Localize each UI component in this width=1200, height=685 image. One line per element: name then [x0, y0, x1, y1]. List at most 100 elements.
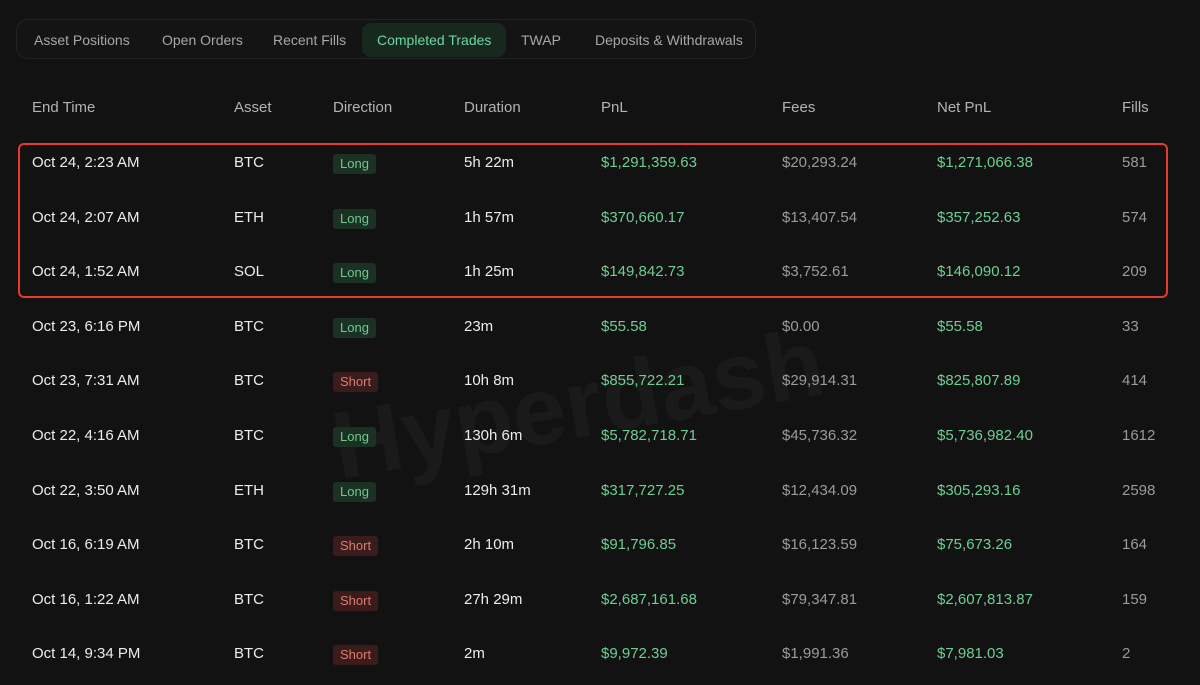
table-row[interactable]: Oct 16, 6:19 AM BTC Short 2h 10m $91,796.85 $… — [0, 518, 1200, 572]
direction-badge: Short — [333, 590, 379, 611]
table-row[interactable]: Oct 24, 2:07 AM ETH Long 1h 57m $370,660.17 $… — [0, 191, 1200, 245]
cell-end-time: Oct 22, 4:16 AM — [32, 427, 140, 444]
cell-pnl: $5,782,718.71 — [601, 427, 697, 444]
cell-net-pnl: $825,807.89 — [937, 372, 1021, 390]
cell-end-time: Oct 24, 2:07 AM — [32, 208, 140, 226]
cell-duration: 130h 6m — [464, 427, 523, 444]
direction-badge: Short — [333, 645, 379, 666]
table-row[interactable]: Oct 22, 4:16 AM BTC Long 130h 6m $5,782,718.… — [0, 409, 1200, 463]
cell-fills: 164 — [1122, 536, 1148, 554]
cell-fees: $45,736.32 — [782, 427, 858, 444]
direction-badge: Long — [333, 427, 376, 447]
tab-recent-fills[interactable]: Recent Fills — [273, 32, 347, 48]
cell-fills: 1612 — [1122, 427, 1156, 444]
cell-fees: $13,407.54 — [782, 208, 858, 226]
direction-badge: Long — [333, 208, 376, 229]
cell-pnl: $370,660.17 — [601, 208, 685, 226]
cell-fees: $12,434.09 — [782, 481, 858, 499]
table-row[interactable]: Oct 16, 1:22 AM BTC Short 27h 29m $2,687,161… — [0, 573, 1200, 627]
header-end-time[interactable]: End Time — [32, 99, 96, 116]
cell-asset: SOL — [234, 263, 265, 281]
cell-end-time: Oct 14, 9:34 PM — [32, 645, 141, 663]
tab-twap[interactable]: TWAP — [521, 32, 561, 48]
cell-fees: $20,293.24 — [782, 154, 858, 171]
cell-fills: 2 — [1122, 645, 1131, 663]
cell-pnl: $317,727.25 — [601, 481, 685, 499]
cell-asset: BTC — [234, 590, 264, 608]
cell-asset: ETH — [234, 481, 264, 499]
cell-fees: $0.00 — [782, 317, 820, 335]
table-row[interactable]: Oct 22, 3:50 AM ETH Long 129h 31m $317,727.2… — [0, 464, 1200, 518]
cell-net-pnl: $75,673.26 — [937, 536, 1013, 554]
cell-pnl: $9,972.39 — [601, 645, 668, 663]
cell-duration: 129h 31m — [464, 481, 531, 499]
cell-end-time: Oct 23, 7:31 AM — [32, 372, 140, 390]
cell-net-pnl: $55.58 — [937, 317, 983, 335]
tab-asset-positions[interactable]: Asset Positions — [34, 32, 130, 48]
table-row[interactable]: Oct 24, 1:52 AM SOL Long 1h 25m $149,842.73 $… — [0, 245, 1200, 299]
cell-end-time: Oct 24, 2:23 AM — [32, 154, 140, 171]
cell-fills: 414 — [1122, 372, 1148, 390]
cell-net-pnl: $305,293.16 — [937, 481, 1021, 499]
cell-pnl: $55.58 — [601, 317, 647, 335]
cell-duration: 1h 25m — [464, 263, 515, 281]
cell-net-pnl: $2,607,813.87 — [937, 590, 1033, 608]
cell-end-time: Oct 16, 6:19 AM — [32, 536, 140, 554]
table-row[interactable]: Oct 23, 6:16 PM BTC Long 23m $55.58 $0.00 $55.… — [0, 300, 1200, 354]
header-fees[interactable]: Fees — [782, 99, 816, 116]
cell-end-time: Oct 16, 1:22 AM — [32, 590, 140, 608]
cell-fills: 581 — [1122, 154, 1148, 171]
cell-net-pnl: $357,252.63 — [937, 208, 1021, 226]
cell-net-pnl: $1,271,066.38 — [937, 154, 1033, 171]
header-fills[interactable]: Fills — [1122, 99, 1149, 116]
cell-asset: BTC — [234, 427, 264, 444]
cell-duration: 2h 10m — [464, 536, 515, 554]
table-row[interactable]: Oct 24, 2:23 AM BTC Long 5h 22m $1,291,359.6… — [0, 136, 1200, 190]
cell-duration: 5h 22m — [464, 154, 515, 171]
cell-fills: 574 — [1122, 208, 1148, 226]
cell-fees: $3,752.61 — [782, 263, 849, 281]
cell-asset: BTC — [234, 317, 264, 335]
header-duration[interactable]: Duration — [464, 99, 521, 116]
cell-duration: 27h 29m — [464, 590, 523, 608]
cell-net-pnl: $7,981.03 — [937, 645, 1004, 663]
header-net-pnl[interactable]: Net PnL — [937, 99, 992, 116]
direction-badge: Short — [333, 372, 379, 393]
cell-pnl: $149,842.73 — [601, 263, 685, 281]
tab-completed-trades[interactable]: Completed Trades — [362, 23, 507, 57]
cell-asset: BTC — [234, 536, 264, 554]
cell-fees: $1,991.36 — [782, 645, 849, 663]
tab-open-orders[interactable]: Open Orders — [162, 32, 243, 48]
cell-pnl: $1,291,359.63 — [601, 154, 697, 171]
header-asset[interactable]: Asset — [234, 99, 272, 116]
cell-duration: 2m — [464, 645, 485, 663]
cell-fees: $79,347.81 — [782, 590, 858, 608]
cell-fees: $16,123.59 — [782, 536, 858, 554]
header-direction[interactable]: Direction — [333, 99, 393, 116]
cell-net-pnl: $5,736,982.40 — [937, 427, 1033, 444]
direction-badge: Long — [333, 481, 376, 502]
header-pnl[interactable]: PnL — [601, 99, 628, 116]
cell-end-time: Oct 24, 1:52 AM — [32, 263, 140, 281]
cell-asset: ETH — [234, 208, 264, 226]
tab-deposits-withdrawals[interactable]: Deposits & Withdrawals — [595, 32, 743, 48]
cell-fills: 209 — [1122, 263, 1148, 281]
cell-fills: 159 — [1122, 590, 1148, 608]
cell-end-time: Oct 22, 3:50 AM — [32, 481, 140, 499]
direction-badge: Long — [333, 263, 376, 284]
cell-pnl: $91,796.85 — [601, 536, 677, 554]
cell-fills: 2598 — [1122, 481, 1156, 499]
cell-fills: 33 — [1122, 317, 1139, 335]
cell-pnl: $855,722.21 — [601, 372, 685, 390]
table-row[interactable]: Oct 14, 9:34 PM BTC Short 2m $9,972.39 $1,991… — [0, 627, 1200, 681]
direction-badge: Long — [333, 317, 376, 338]
tab-bar: Asset Positions Open Orders Recent Fills… — [16, 19, 756, 59]
cell-asset: BTC — [234, 372, 264, 390]
direction-badge: Long — [333, 154, 376, 174]
cell-net-pnl: $146,090.12 — [937, 263, 1021, 281]
cell-asset: BTC — [234, 645, 264, 663]
cell-duration: 1h 57m — [464, 208, 515, 226]
direction-badge: Short — [333, 536, 379, 557]
cell-duration: 10h 8m — [464, 372, 515, 390]
table-row[interactable]: Oct 23, 7:31 AM BTC Short 10h 8m $855,722.21… — [0, 354, 1200, 408]
